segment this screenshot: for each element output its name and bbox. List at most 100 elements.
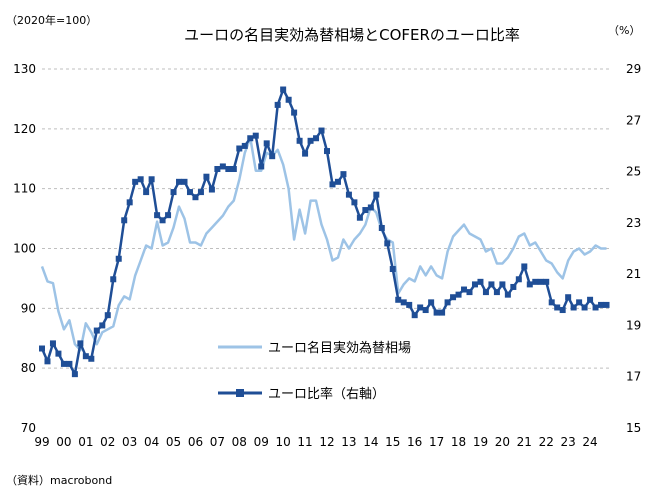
data-point-cofer: [488, 281, 495, 288]
data-point-cofer: [428, 299, 435, 306]
data-point-cofer: [192, 194, 199, 201]
data-point-cofer: [88, 355, 95, 362]
data-point-cofer: [143, 189, 150, 196]
data-point-cofer: [521, 263, 528, 270]
data-point-cofer: [422, 307, 429, 314]
data-point-cofer: [351, 199, 358, 206]
left-tick-label: 70: [21, 421, 36, 435]
series-line-neer: [40, 136, 607, 352]
data-point-cofer: [285, 96, 292, 103]
data-point-cofer: [378, 224, 385, 231]
data-point-cofer: [406, 301, 413, 308]
x-tick-label: 13: [341, 435, 356, 449]
x-tick-label: 21: [517, 435, 532, 449]
data-point-cofer: [154, 212, 161, 219]
data-point-cofer: [471, 281, 478, 288]
data-point-cofer: [126, 199, 133, 206]
right-tick-label: 15: [626, 421, 641, 435]
data-point-cofer: [203, 173, 210, 180]
right-tick-label: 21: [626, 267, 641, 281]
x-tick-label: 17: [429, 435, 444, 449]
data-point-cofer: [208, 186, 215, 193]
data-point-cofer: [373, 191, 380, 198]
data-point-cofer: [291, 109, 298, 116]
gridlines: [42, 68, 612, 369]
legend-label-neer: ユーロ名目実効為替相場: [268, 340, 411, 356]
x-tick-label: 16: [407, 435, 422, 449]
left-axis-ticks: 70 80 90 100 110 120 130: [13, 62, 36, 435]
left-tick-label: 120: [13, 122, 36, 136]
data-point-cofer: [592, 304, 599, 311]
data-point-cofer: [362, 207, 369, 214]
data-point-cofer: [307, 137, 314, 144]
left-tick-label: 90: [21, 301, 36, 315]
x-axis-ticks: 99 00 01 02 03 04 05 06 07 08 09 10 11 12 13 14 15 16 17 18…: [34, 435, 597, 449]
data-point-cofer: [49, 340, 56, 347]
x-tick-label: 10: [276, 435, 291, 449]
data-point-cofer: [455, 291, 462, 298]
data-point-cofer: [559, 307, 566, 314]
data-point-cofer: [137, 176, 144, 183]
data-point-cofer: [433, 309, 440, 316]
data-point-cofer: [444, 299, 451, 306]
x-tick-label: 03: [122, 435, 137, 449]
data-point-cofer: [247, 135, 254, 142]
right-tick-label: 29: [626, 62, 641, 76]
data-point-cofer: [603, 301, 610, 308]
data-point-cofer: [587, 296, 594, 303]
data-point-cofer: [389, 266, 396, 273]
left-tick-label: 130: [13, 62, 36, 76]
data-point-cofer: [598, 301, 605, 308]
data-point-cofer: [104, 312, 111, 319]
x-tick-label: 15: [385, 435, 400, 449]
data-point-cofer: [269, 153, 276, 160]
data-point-cofer: [515, 276, 522, 283]
data-point-cofer: [461, 286, 468, 293]
data-point-cofer: [219, 163, 226, 170]
x-tick-label: 19: [473, 435, 488, 449]
data-point-cofer: [510, 283, 517, 290]
series-layer: [39, 86, 610, 378]
data-point-cofer: [197, 189, 204, 196]
x-tick-label: 99: [34, 435, 49, 449]
x-tick-label: 05: [166, 435, 181, 449]
data-point-cofer: [258, 163, 265, 170]
chart-title: ユーロの名目実効為替相場とCOFERのユーロ比率: [184, 26, 520, 44]
x-tick-label: 01: [78, 435, 93, 449]
data-point-cofer: [554, 304, 561, 311]
left-tick-label: 100: [13, 242, 36, 256]
data-point-cofer: [66, 360, 73, 367]
left-tick-label: 110: [13, 182, 36, 196]
data-point-cofer: [236, 145, 243, 152]
x-tick-label: 24: [582, 435, 597, 449]
data-point-cofer: [280, 86, 287, 93]
right-tick-label: 25: [626, 165, 641, 179]
data-point-cofer: [340, 171, 347, 178]
data-point-cofer: [367, 204, 374, 211]
legend-marker-cofer: [236, 389, 244, 397]
data-point-cofer: [345, 191, 352, 198]
x-tick-label: 04: [144, 435, 159, 449]
data-point-cofer: [318, 127, 325, 134]
right-tick-label: 23: [626, 216, 641, 230]
right-tick-label: 27: [626, 113, 641, 127]
data-point-cofer: [493, 289, 500, 296]
data-point-cofer: [77, 340, 84, 347]
data-point-cofer: [225, 166, 232, 173]
data-point-cofer: [132, 178, 139, 185]
data-point-cofer: [400, 299, 407, 306]
data-point-cofer: [159, 217, 166, 224]
data-point-cofer: [324, 148, 330, 155]
data-point-cofer: [60, 360, 67, 367]
data-point-cofer: [82, 353, 89, 360]
data-point-cofer: [466, 289, 473, 296]
x-tick-label: 07: [210, 435, 225, 449]
data-point-cofer: [165, 212, 172, 219]
data-point-cofer: [302, 150, 309, 157]
data-point-cofer: [55, 350, 62, 357]
x-tick-label: 18: [451, 435, 466, 449]
data-point-cofer: [537, 278, 544, 285]
data-point-cofer: [439, 309, 446, 316]
data-point-cofer: [334, 178, 341, 185]
data-point-cofer: [543, 278, 550, 285]
